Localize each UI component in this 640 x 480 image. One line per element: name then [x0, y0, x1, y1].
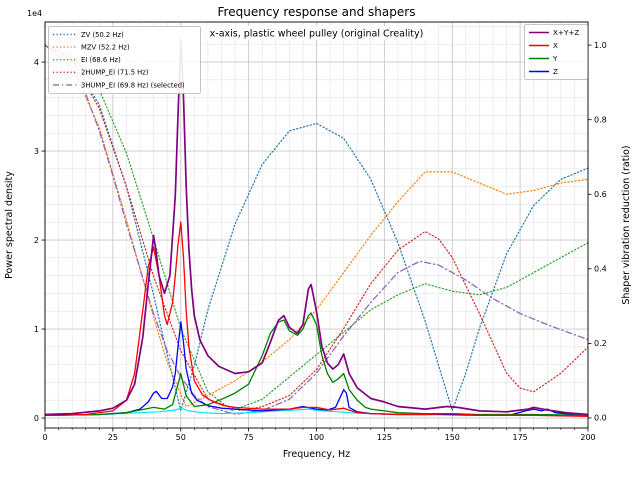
y-right-tick-label: 0.0 [594, 414, 607, 423]
series-y [45, 312, 588, 417]
legend-item-label: EI (68.6 Hz) [81, 56, 121, 64]
legend-signals-box [524, 24, 588, 80]
legend-item-label: X+Y+Z [553, 28, 579, 37]
y-left-tick-label: 3 [34, 147, 39, 156]
legend-shapers-box [48, 26, 201, 94]
y-right-axis-label: Shaper vibration reduction (ratio) [621, 145, 632, 304]
legend-item-label: Y [552, 54, 558, 63]
series-x-y-z-sum [45, 38, 588, 416]
x-axis-label: Frequency, Hz [283, 449, 350, 460]
x-tick-label: 0 [42, 433, 47, 442]
x-tick-label: 200 [580, 433, 595, 442]
axis-ticks: 0 25 50 75 100 125 150 175 200 0 1 2 3 4 0.0 0.2 0.4 0.6 0… [34, 41, 607, 442]
chart-title: Frequency response and shapers [218, 5, 416, 19]
chart-subtitle-group: x-axis, plastic wheel pulley (original C… [196, 26, 438, 40]
y-left-tick-label: 0 [34, 414, 39, 423]
x-tick-label: 75 [244, 433, 254, 442]
y-right-tick-label: 0.8 [594, 115, 607, 124]
legend-item-label: 2HUMP_EI (71.5 Hz) [81, 69, 149, 77]
y-left-axis-label: Power spectral density [4, 171, 15, 279]
y-right-tick-label: 0.4 [594, 265, 607, 274]
y-right-tick-label: 0.6 [594, 190, 607, 199]
legend-item-label: X [553, 41, 558, 50]
x-tick-label: 125 [377, 433, 392, 442]
y-left-tick-label: 2 [34, 236, 39, 245]
x-tick-label: 175 [512, 433, 527, 442]
chart-subtitle: x-axis, plastic wheel pulley (original C… [210, 29, 424, 40]
subtitle-bbox [196, 26, 438, 40]
y-left-offset-text: 1e4 [27, 9, 42, 18]
x-tick-label: 100 [309, 433, 324, 442]
series-zv [45, 44, 588, 412]
curves [45, 38, 588, 417]
y-left-tick-label: 4 [34, 58, 39, 67]
x-tick-label: 50 [176, 433, 186, 442]
series-ei [45, 44, 588, 412]
y-right-tick-label: 0.2 [594, 339, 607, 348]
series-x [45, 221, 588, 417]
legend-item-label: Z [553, 67, 558, 76]
y-right-tick-label: 1.0 [594, 41, 607, 50]
legend-signals: X+Y+Z XYZ [524, 24, 588, 80]
x-tick-label: 25 [108, 433, 118, 442]
legend-shapers: ZV (50.2 Hz) MZV (52.2 Hz) EI (68.6 Hz) 2HU… [48, 26, 201, 94]
x-tick-label: 150 [445, 433, 460, 442]
legend-item-label: ZV (50.2 Hz) [81, 31, 124, 39]
y-left-tick-label: 1 [34, 325, 39, 334]
legend-item-label: MZV (52.2 Hz) [81, 44, 130, 52]
legends: ZV (50.2 Hz) MZV (52.2 Hz) EI (68.6 Hz) 2HU… [48, 24, 588, 94]
series-2hump-ei [45, 44, 588, 412]
legend-item-label: 3HUMP_EI (69.8 Hz) (selected) [81, 81, 185, 89]
